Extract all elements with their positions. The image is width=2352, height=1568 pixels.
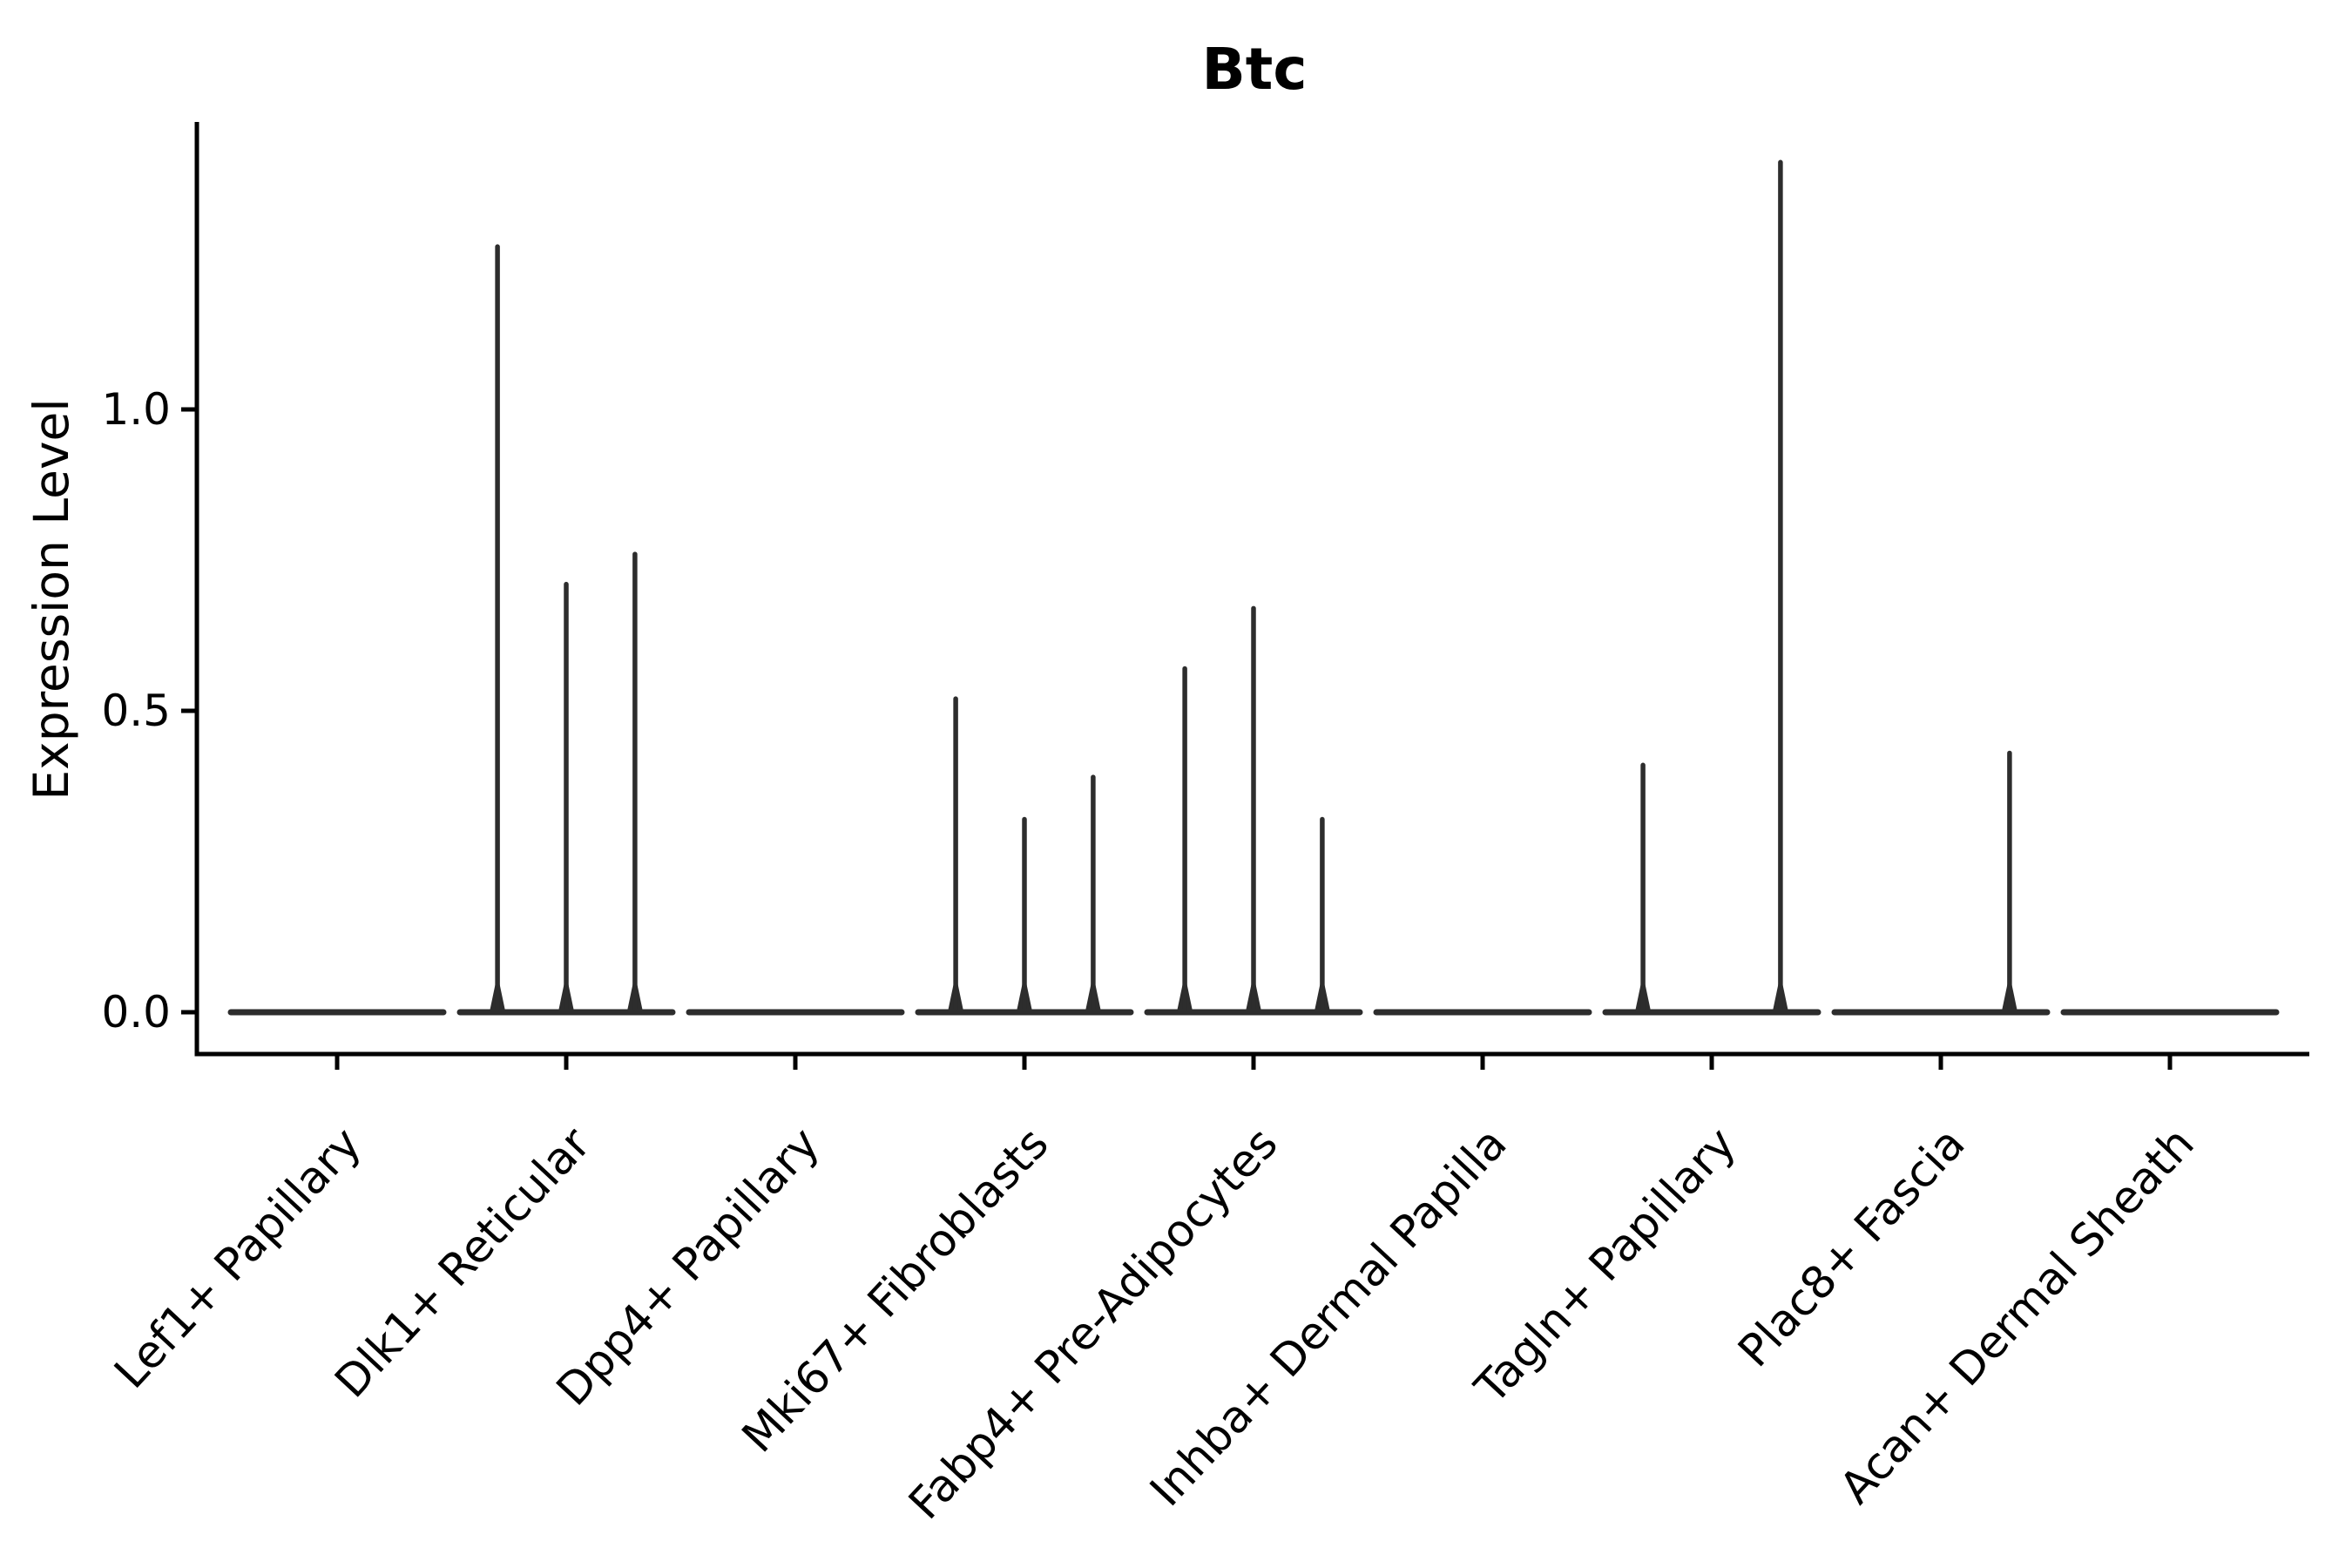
y-tick-label: 0.0	[101, 987, 171, 1037]
chart-title: Btc	[1202, 36, 1308, 103]
x-tick-label: Lef1+ Papillary	[105, 1119, 372, 1399]
x-tick-label: Fabp4+ Pre-Adipocytes	[900, 1119, 1288, 1530]
x-tick-label: Dlk1+ Reticular	[326, 1119, 601, 1409]
y-tick-label: 0.5	[101, 686, 171, 736]
y-axis-label: Expression Level	[24, 398, 79, 800]
y-tick-label: 1.0	[101, 384, 171, 435]
x-tick-label: Plac8+ Fascia	[1729, 1119, 1976, 1377]
